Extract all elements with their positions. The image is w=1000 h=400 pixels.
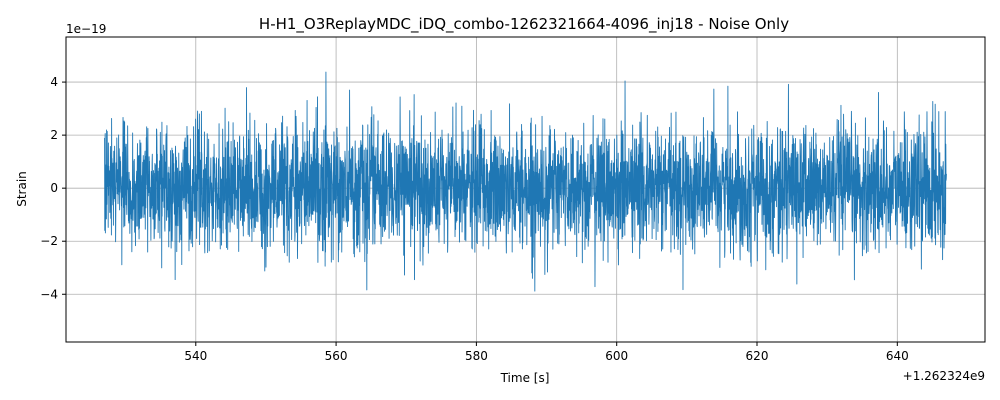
y-tick-label: 2 (50, 128, 58, 142)
x-tick-label: 580 (465, 349, 488, 363)
x-tick-label: 560 (325, 349, 348, 363)
x-tick-label: 540 (184, 349, 207, 363)
x-tick-label: 620 (746, 349, 769, 363)
y-tick-label: −2 (40, 234, 58, 248)
x-tick-label: 640 (886, 349, 909, 363)
strain-series-line (104, 71, 947, 292)
y-tick-label: 0 (50, 181, 58, 195)
y-tick-label: 4 (50, 75, 58, 89)
y-axis-label: Strain (15, 171, 29, 207)
x-axis-label: Time [s] (500, 371, 550, 385)
y-scale-label: 1e−19 (66, 22, 106, 36)
x-tick-label: 600 (605, 349, 628, 363)
chart-title: H-H1_O3ReplayMDC_iDQ_combo-1262321664-40… (259, 15, 789, 34)
y-tick-label: −4 (40, 287, 58, 301)
axis-ticks: 540 560 580 600 620 640 −4 −2 0 2 4 (40, 75, 908, 363)
x-offset-label: +1.262324e9 (903, 369, 985, 383)
axes-frame (65, 36, 986, 343)
plot-area (104, 71, 947, 292)
